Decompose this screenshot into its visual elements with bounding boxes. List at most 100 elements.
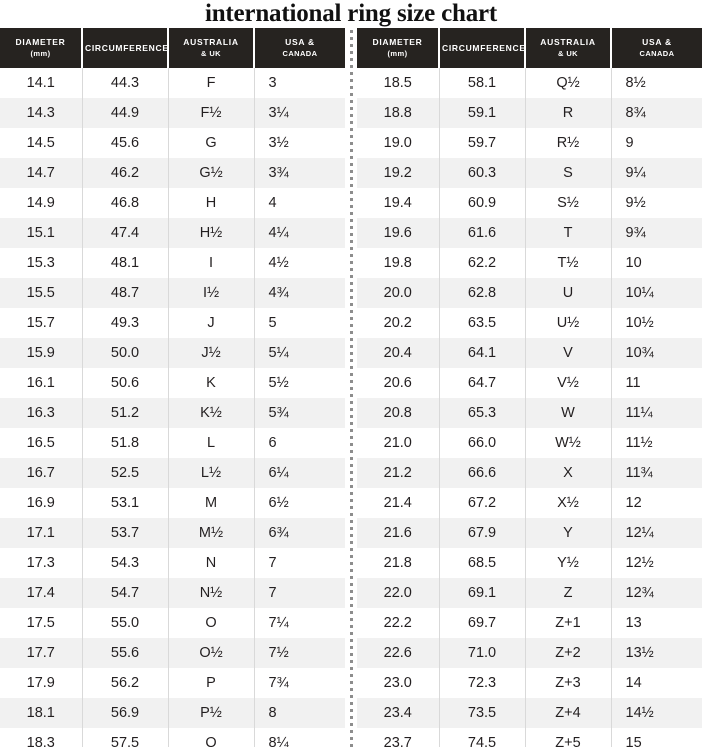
cell-australia-uk: P bbox=[168, 668, 255, 698]
cell-australia-uk: J bbox=[168, 308, 255, 338]
table-row: 16.9 53.1 M 6½ bbox=[0, 488, 345, 518]
cell-usa-canada: 3¾ bbox=[268, 165, 289, 181]
cell-australia-uk: S bbox=[525, 158, 612, 188]
cell-usa-canada: 5¼ bbox=[268, 345, 289, 361]
cell-diameter: 15.7 bbox=[0, 308, 83, 338]
table-row: 17.4 54.7 N½ 7 bbox=[0, 578, 345, 608]
cell-australia-uk: L½ bbox=[168, 458, 255, 488]
table-row: 23.7 74.5 Z+5 15 bbox=[357, 728, 702, 747]
cell-australia-uk: X½ bbox=[525, 488, 612, 518]
cell-diameter: 19.4 bbox=[357, 188, 440, 218]
cell-diameter: 20.2 bbox=[357, 308, 440, 338]
table-row: 21.2 66.6 X 11¾ bbox=[357, 458, 702, 488]
cell-usa-canada: 5¾ bbox=[268, 405, 289, 421]
cell-diameter: 17.7 bbox=[0, 638, 83, 668]
cell-australia-uk: I½ bbox=[168, 278, 255, 308]
table-row: 17.9 56.2 P 7¾ bbox=[0, 668, 345, 698]
cell-usa-canada: 6½ bbox=[268, 495, 289, 511]
cell-circumference: 62.8 bbox=[439, 278, 526, 308]
center-dotted-divider bbox=[345, 28, 357, 747]
cell-diameter: 23.0 bbox=[357, 668, 440, 698]
table-row: 15.5 48.7 I½ 4¾ bbox=[0, 278, 345, 308]
cell-usa-canada: 10 bbox=[625, 255, 642, 271]
cell-diameter: 17.1 bbox=[0, 518, 83, 548]
cell-circumference: 68.5 bbox=[439, 548, 526, 578]
cell-circumference: 55.0 bbox=[82, 608, 169, 638]
cell-australia-uk: R½ bbox=[525, 128, 612, 158]
cell-usa-canada: 9¼ bbox=[625, 165, 646, 181]
cell-usa-canada: 10¼ bbox=[625, 285, 654, 301]
cell-australia-uk: Z+1 bbox=[525, 608, 612, 638]
table-row: 15.9 50.0 J½ 5¼ bbox=[0, 338, 345, 368]
cell-circumference: 67.2 bbox=[439, 488, 526, 518]
table-row: 14.9 46.8 H 4 bbox=[0, 188, 345, 218]
table-row: 17.3 54.3 N 7 bbox=[0, 548, 345, 578]
cell-circumference: 51.8 bbox=[82, 428, 169, 458]
cell-usa-canada: 7 bbox=[268, 555, 277, 571]
cell-circumference: 69.7 bbox=[439, 608, 526, 638]
table-row: 14.3 44.9 F½ 3¼ bbox=[0, 98, 345, 128]
column-header-diameter: DIAMETER (mm) bbox=[357, 28, 440, 68]
cell-circumference: 47.4 bbox=[82, 218, 169, 248]
cell-usa-canada: 9 bbox=[625, 135, 634, 151]
cell-usa-canada: 11¼ bbox=[625, 405, 653, 421]
table-row: 17.1 53.7 M½ 6¾ bbox=[0, 518, 345, 548]
table-row: 19.4 60.9 S½ 9½ bbox=[357, 188, 702, 218]
cell-circumference: 55.6 bbox=[82, 638, 169, 668]
cell-usa-canada: 7¾ bbox=[268, 675, 289, 691]
cell-diameter: 21.8 bbox=[357, 548, 440, 578]
cell-australia-uk: V bbox=[525, 338, 612, 368]
cell-australia-uk: M bbox=[168, 488, 255, 518]
cell-diameter: 19.2 bbox=[357, 158, 440, 188]
cell-diameter: 21.0 bbox=[357, 428, 440, 458]
table-row: 14.1 44.3 F 3 bbox=[0, 68, 345, 98]
cell-circumference: 59.7 bbox=[439, 128, 526, 158]
cell-australia-uk: G bbox=[168, 128, 255, 158]
cell-diameter: 16.9 bbox=[0, 488, 83, 518]
cell-circumference: 73.5 bbox=[439, 698, 526, 728]
table-row: 17.7 55.6 O½ 7½ bbox=[0, 638, 345, 668]
cell-australia-uk: L bbox=[168, 428, 255, 458]
cell-usa-canada: 12 bbox=[625, 495, 642, 511]
cell-australia-uk: Z+5 bbox=[525, 728, 612, 747]
table-row: 18.5 58.1 Q½ 8½ bbox=[357, 68, 702, 98]
table-row: 19.8 62.2 T½ 10 bbox=[357, 248, 702, 278]
cell-usa-canada: 5 bbox=[268, 315, 277, 331]
column-header-circumference-label: CIRCUMFERENCE bbox=[442, 43, 526, 53]
column-header-usa-canada: USA & CANADA bbox=[254, 28, 345, 68]
cell-australia-uk: N½ bbox=[168, 578, 255, 608]
left-size-table: DIAMETER (mm) CIRCUMFERENCE AUSTRALIA & … bbox=[0, 28, 345, 747]
cell-diameter: 20.4 bbox=[357, 338, 440, 368]
cell-usa-canada: 12¾ bbox=[625, 585, 654, 601]
cell-diameter: 18.8 bbox=[357, 98, 440, 128]
cell-usa-canada: 12¼ bbox=[625, 525, 654, 541]
cell-usa-canada: 10½ bbox=[625, 315, 654, 331]
table-row: 22.2 69.7 Z+1 13 bbox=[357, 608, 702, 638]
cell-circumference: 53.1 bbox=[82, 488, 169, 518]
cell-circumference: 48.1 bbox=[82, 248, 169, 278]
cell-australia-uk: N bbox=[168, 548, 255, 578]
column-header-diameter: DIAMETER (mm) bbox=[0, 28, 83, 68]
cell-circumference: 54.7 bbox=[82, 578, 169, 608]
cell-usa-canada: 13½ bbox=[625, 645, 654, 661]
table-row: 16.5 51.8 L 6 bbox=[0, 428, 345, 458]
table-row: 19.6 61.6 T 9¾ bbox=[357, 218, 702, 248]
cell-australia-uk: T½ bbox=[525, 248, 612, 278]
cell-circumference: 64.7 bbox=[439, 368, 526, 398]
cell-australia-uk: Q bbox=[168, 728, 255, 747]
column-header-circumference-label: CIRCUMFERENCE bbox=[85, 43, 169, 53]
cell-diameter: 21.6 bbox=[357, 518, 440, 548]
cell-australia-uk: Y bbox=[525, 518, 612, 548]
cell-circumference: 62.2 bbox=[439, 248, 526, 278]
table-row: 20.0 62.8 U 10¼ bbox=[357, 278, 702, 308]
column-header-usa-label: USA & bbox=[285, 37, 315, 47]
cell-diameter: 20.0 bbox=[357, 278, 440, 308]
cell-australia-uk: K½ bbox=[168, 398, 255, 428]
cell-diameter: 22.0 bbox=[357, 578, 440, 608]
column-header-australia-label: AUSTRALIA bbox=[183, 37, 239, 47]
cell-usa-canada: 6 bbox=[268, 435, 277, 451]
cell-australia-uk: F½ bbox=[168, 98, 255, 128]
cell-diameter: 18.3 bbox=[0, 728, 83, 747]
column-header-uk-label: & UK bbox=[201, 49, 221, 58]
